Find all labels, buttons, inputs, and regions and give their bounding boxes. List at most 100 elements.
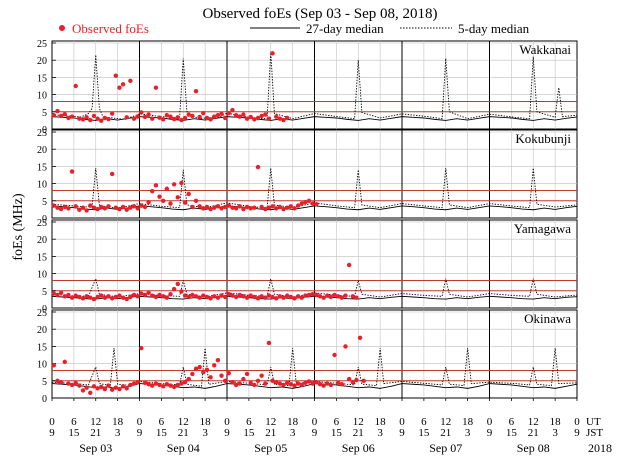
observed-point	[142, 380, 148, 386]
observed-point	[84, 115, 89, 120]
jst-tick-label: 21	[353, 427, 364, 439]
jst-tick-label: 9	[224, 427, 230, 439]
observed-point	[95, 116, 100, 121]
observed-point	[215, 295, 221, 300]
observed-point	[259, 294, 264, 299]
observed-point	[303, 380, 308, 386]
ut-tick-label: 12	[90, 416, 101, 428]
observed-point	[186, 376, 191, 382]
y-tick-label: 15	[37, 162, 47, 173]
observed-point	[295, 381, 301, 386]
observed-point	[88, 390, 93, 396]
observed-point	[219, 111, 224, 117]
observed-point	[91, 113, 97, 119]
observed-point	[303, 293, 308, 298]
y-tick-label: 0	[42, 125, 47, 136]
jst-tick-label: 3	[552, 427, 558, 439]
year-label: 2018	[588, 441, 612, 455]
ut-tick-label: 0	[312, 416, 318, 428]
observed-point	[204, 294, 210, 300]
observed-point	[233, 294, 239, 300]
observed-point	[222, 378, 228, 383]
observed-point	[117, 206, 122, 212]
observed-point	[135, 206, 140, 211]
observed-point	[179, 381, 184, 386]
ut-tick-label: 6	[159, 416, 165, 428]
observed-point	[58, 206, 64, 212]
observed-point	[343, 293, 348, 298]
station-name: Okinawa	[524, 311, 571, 326]
time-axis: 0 6 12 18 0 6 12 18 0 6 12 18 0 6 12 18 0 6 12 18 0 6 12 18 09 15…	[49, 398, 612, 455]
observed-point	[66, 115, 71, 121]
observed-point	[62, 294, 67, 299]
observed-point	[263, 112, 268, 117]
observed-point	[201, 110, 206, 116]
ut-tick-label: 6	[509, 416, 515, 428]
ut-tick-label: 0	[574, 416, 580, 428]
observed-point	[230, 205, 235, 210]
observed-point	[284, 380, 290, 386]
observed-point	[208, 117, 213, 122]
observed-point	[171, 384, 177, 390]
observed-point	[128, 294, 133, 300]
observed-point	[201, 206, 206, 211]
observed-point	[346, 376, 352, 382]
observed-point	[77, 294, 82, 300]
ut-tick-label: 12	[353, 416, 364, 428]
ut-tick-label: 18	[462, 416, 474, 428]
observed-point	[80, 388, 86, 393]
observed-point	[230, 293, 235, 298]
observed-point	[193, 88, 199, 94]
ut-tick-label: 0	[137, 416, 143, 428]
observed-point	[99, 204, 104, 210]
observed-point	[164, 186, 170, 191]
observed-point	[95, 386, 100, 391]
observed-point	[51, 113, 57, 118]
observed-point	[161, 198, 166, 203]
observed-point	[135, 379, 140, 385]
observed-point	[131, 116, 137, 121]
observed-point	[168, 201, 173, 206]
observed-point	[263, 295, 268, 300]
observed-point	[182, 293, 188, 298]
observed-point	[212, 205, 217, 210]
y-tick-label: 25	[37, 308, 47, 319]
jst-tick-label: 15	[68, 427, 80, 439]
observed-point	[336, 380, 341, 386]
observed-point	[310, 201, 315, 206]
observed-point	[306, 198, 312, 203]
observed-point	[109, 296, 115, 301]
observed-point	[350, 379, 355, 385]
legend-observed-label: Observed foEs	[72, 21, 149, 36]
panel-kokubunji: 0 5 10 15 20 25 Kokubunji	[37, 128, 578, 225]
observed-point	[361, 378, 366, 383]
observed-point	[255, 164, 261, 170]
observed-point	[106, 116, 111, 122]
jst-tick-label: 3	[202, 427, 208, 439]
jst-axis-label: JST	[586, 427, 603, 439]
observed-point	[317, 382, 323, 387]
observed-point	[190, 292, 195, 298]
observed-point	[102, 206, 108, 211]
observed-point	[306, 292, 312, 298]
observed-point	[117, 386, 122, 392]
observed-point	[204, 115, 210, 121]
ut-tick-label: 0	[224, 416, 230, 428]
observed-point	[80, 117, 86, 122]
observed-point	[51, 363, 57, 368]
observed-point	[201, 370, 206, 375]
jst-tick-label: 21	[265, 427, 276, 439]
station-panels: 0 5 10 15 20 25 Wakkanai 0 5 10 15 20 25 Kokubunji 0 5 1…	[37, 39, 578, 405]
observed-point	[77, 116, 82, 121]
observed-point	[157, 115, 162, 120]
observed-point	[295, 294, 301, 299]
jst-tick-label: 3	[465, 427, 471, 439]
observed-point	[266, 340, 272, 346]
observed-point	[248, 206, 253, 211]
observed-point	[73, 204, 78, 209]
observed-point	[102, 386, 108, 392]
observed-point	[270, 378, 275, 383]
observed-point	[120, 384, 126, 389]
jst-tick-label: 15	[243, 427, 255, 439]
day-label: Sep 08	[517, 441, 550, 455]
